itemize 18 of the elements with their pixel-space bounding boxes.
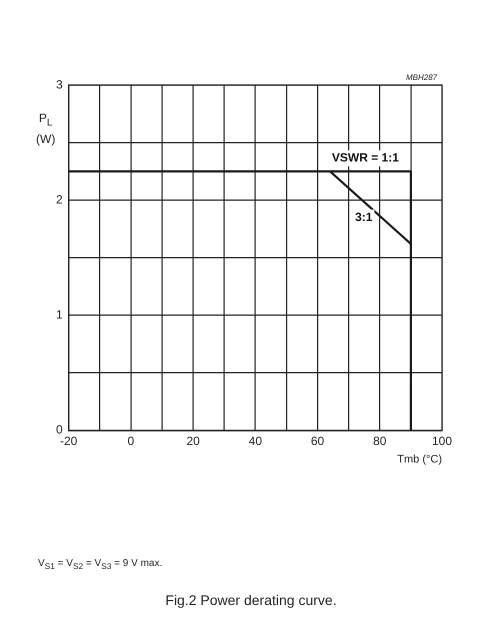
y-axis-title: P$_{L}$ (W) [35, 110, 56, 148]
x-axis-title: Tmb (°C) [397, 453, 442, 466]
text: V$_{S1}$ = V$_{S2}$ = V$_{S3}$ = 9 V max. [38, 558, 162, 571]
series-label: 3:1 [355, 210, 373, 224]
x-tick-label: -20 [60, 434, 78, 448]
text: MBH287 [406, 73, 438, 82]
series-label: VSWR = 1:1 [332, 150, 400, 165]
y-tick-label: 2 [56, 192, 63, 206]
y-tick-label: 1 [56, 308, 63, 322]
x-tick-label: 0 [128, 434, 135, 448]
x-tick-label: 60 [310, 434, 325, 448]
y-tick-label: 0 [56, 422, 63, 437]
x-tick-label: 40 [248, 434, 262, 448]
x-tick-label: 20 [186, 434, 200, 448]
y-tick-label: 3 [56, 77, 63, 92]
x-tick-label: 100 [432, 434, 452, 448]
text: Fig.2 Power derating curve. [164, 592, 338, 608]
x-tick-label: 80 [373, 434, 387, 448]
